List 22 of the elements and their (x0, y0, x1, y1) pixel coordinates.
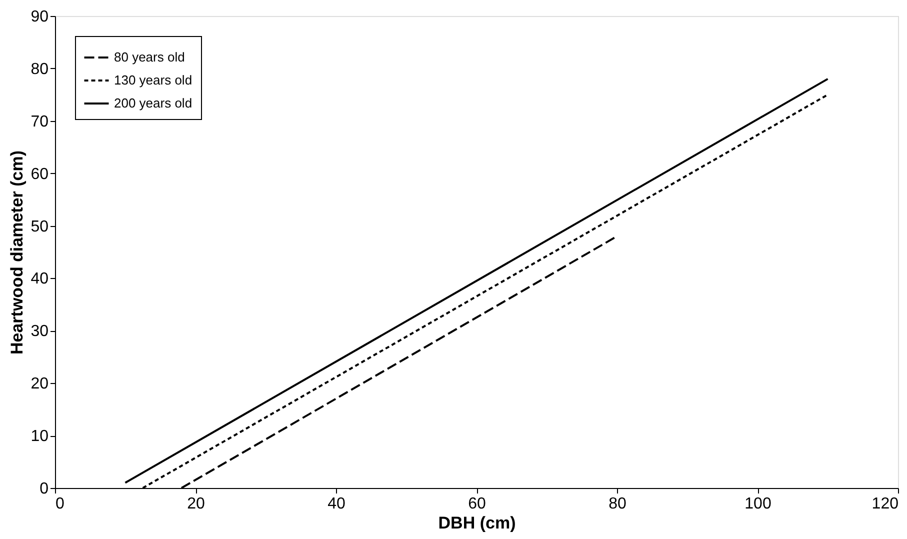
y-tick-label: 30 (30, 323, 49, 340)
y-tick-label: 20 (30, 376, 49, 393)
y-tick-label: 40 (30, 270, 49, 288)
y-tick-label: 70 (30, 113, 49, 130)
legend-label: 80 years old (114, 50, 185, 64)
y-tick-label: 60 (30, 166, 49, 183)
x-tick-label: 60 (468, 496, 486, 512)
y-tick-label: 90 (30, 8, 49, 26)
legend-label: 130 years old (114, 72, 192, 88)
x-axis-title: DBH (cm) (438, 514, 516, 532)
x-tick-label: 100 (744, 496, 772, 512)
x-tick-label: 40 (328, 496, 346, 512)
y-tick-label: 80 (30, 60, 49, 78)
y-tick-label: 50 (30, 218, 49, 236)
x-tick-label: 80 (608, 496, 626, 512)
y-tick-label: 10 (30, 428, 49, 446)
y-axis-title: Heartwood diameter (cm) (8, 150, 27, 355)
legend-label: 200 years old (114, 96, 192, 110)
x-tick-label: 20 (187, 496, 205, 512)
y-tick-label: 0 (40, 480, 49, 498)
x-tick-label: 120 (872, 496, 899, 512)
x-tick-label: 0 (56, 496, 64, 512)
